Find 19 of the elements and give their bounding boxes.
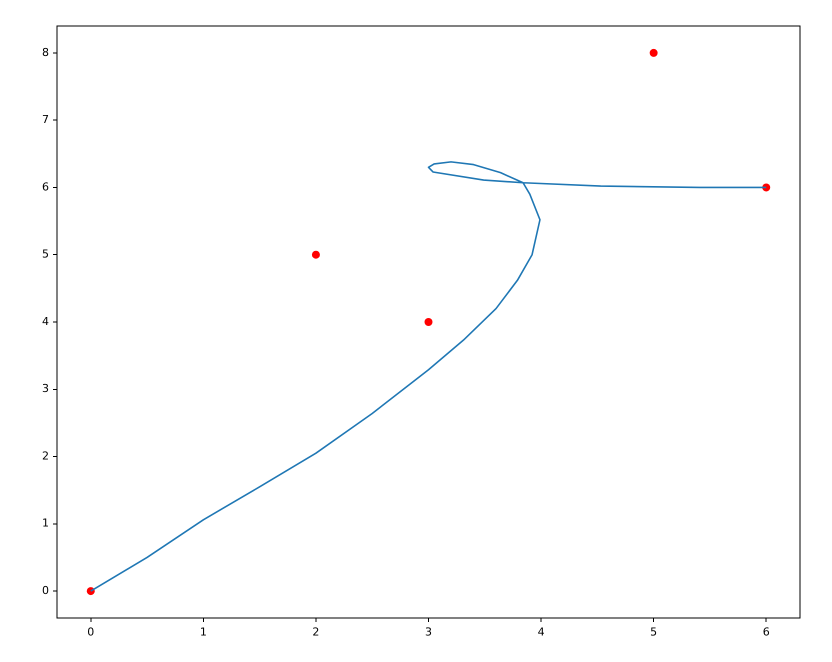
point — [650, 48, 658, 57]
y-tick-label: 3 — [42, 382, 49, 396]
x-tick-label: 0 — [87, 625, 94, 638]
y-tick-label: 6 — [42, 180, 49, 194]
y-tick-label: 0 — [42, 584, 49, 597]
y-tick-label: 4 — [42, 314, 49, 328]
x-tick-label: 1 — [200, 625, 207, 638]
y-tick-label: 2 — [42, 449, 49, 462]
point — [424, 318, 432, 326]
y-tick-label: 5 — [42, 248, 49, 261]
x-tick-label: 3 — [425, 625, 432, 638]
x-tick-label: 5 — [650, 625, 658, 638]
x-tick-label: 2 — [312, 625, 320, 638]
point — [312, 250, 320, 259]
x-tick-label: 4 — [538, 625, 545, 638]
x-tick-label: 6 — [762, 625, 770, 638]
y-tick-label: 8 — [42, 46, 49, 59]
y-tick-label: 1 — [42, 516, 49, 530]
y-tick-label: 7 — [42, 113, 49, 126]
